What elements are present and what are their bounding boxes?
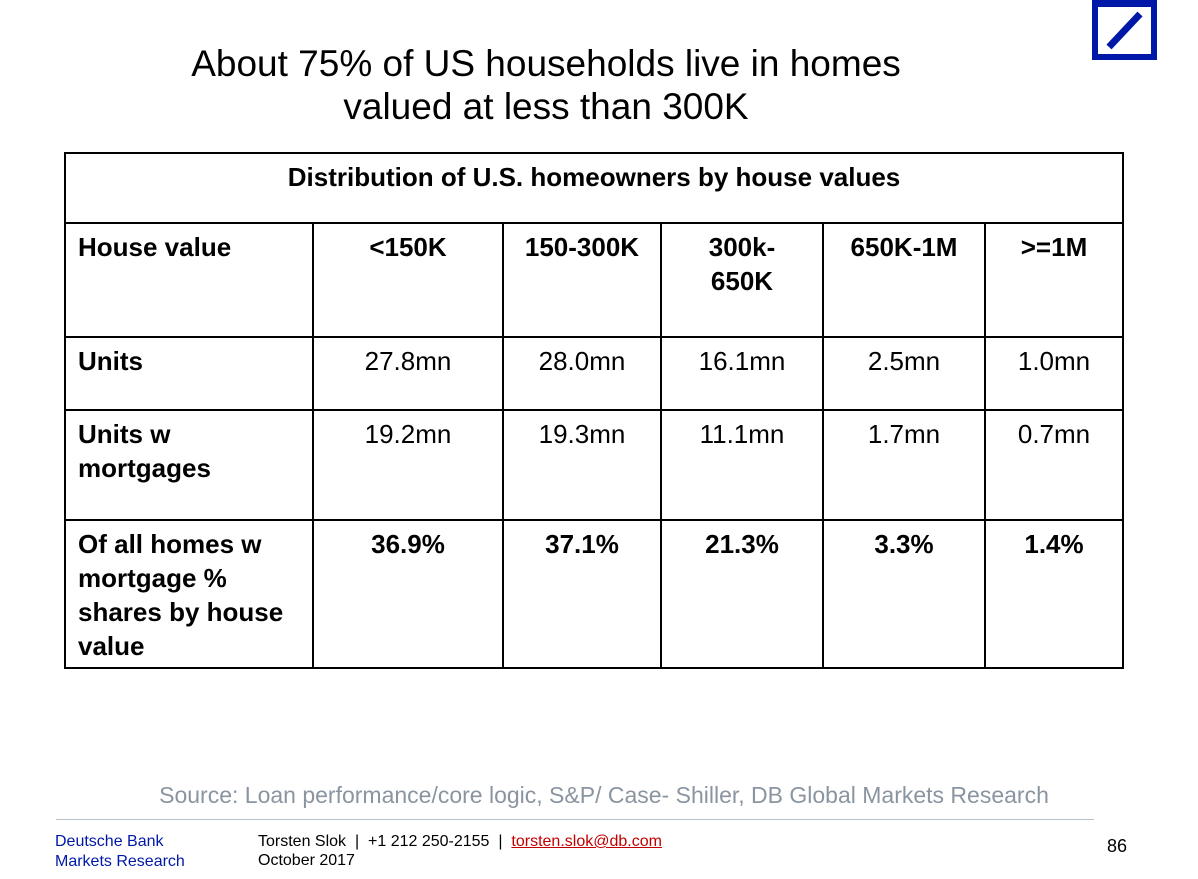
table-cell: 27.8mn: [312, 336, 504, 411]
footer-org-line2: Markets Research: [55, 853, 185, 870]
slide-title: About 75% of US households live in homes…: [140, 42, 952, 128]
table-caption: Distribution of U.S. homeowners by house…: [63, 152, 1125, 224]
footer-contact: Torsten Slok | +1 212 250-2155 | torsten…: [258, 832, 662, 870]
distribution-table: Distribution of U.S. homeowners by house…: [63, 152, 1125, 669]
col-header: 650K-1M: [822, 222, 986, 338]
row-label: Of all homes w mortgage % shares by hous…: [64, 519, 314, 669]
table-cell: 3.3%: [822, 519, 986, 669]
col-header: >=1M: [983, 222, 1125, 338]
table-row: Of all homes w mortgage % shares by hous…: [64, 519, 1125, 669]
footer-separator: |: [350, 833, 364, 850]
table-cell: 36.9%: [312, 519, 504, 669]
logo-slash-icon: [1106, 11, 1143, 50]
footer-email-link[interactable]: torsten.slok@db.com: [511, 833, 662, 850]
col-header: <150K: [312, 222, 504, 338]
table-row: Units w mortgages 19.2mn 19.3mn 11.1mn 1…: [64, 409, 1125, 521]
row-label: Units w mortgages: [64, 409, 314, 521]
deutsche-bank-logo: [1092, 0, 1157, 60]
table-cell: 1.4%: [983, 519, 1125, 669]
table-cell: 21.3%: [660, 519, 824, 669]
table-cell: 37.1%: [502, 519, 662, 669]
table-cell: 28.0mn: [502, 336, 662, 411]
footer-org-line1: Deutsche Bank: [55, 833, 164, 850]
row-label: Units: [64, 336, 314, 411]
footer-date: October 2017: [258, 852, 355, 869]
table-cell: 1.0mn: [983, 336, 1125, 411]
table-header-row: House value <150K 150-300K 300k-650K 650…: [64, 222, 1125, 338]
slide-title-line2: valued at less than 300K: [343, 86, 749, 127]
table-cell: 19.3mn: [502, 409, 662, 521]
footer-author: Torsten Slok: [258, 833, 347, 850]
page-number: 86: [1107, 836, 1128, 856]
table-cell: 1.7mn: [822, 409, 986, 521]
table-caption-row: Distribution of U.S. homeowners by house…: [63, 152, 1125, 224]
table-cell: 16.1mn: [660, 336, 824, 411]
source-note: Source: Loan performance/core logic, S&P…: [159, 782, 1049, 808]
col-header: 300k-650K: [660, 222, 824, 338]
table-row: Units 27.8mn 28.0mn 16.1mn 2.5mn 1.0mn: [64, 336, 1125, 411]
table-cell: 19.2mn: [312, 409, 504, 521]
footer-separator: |: [493, 833, 507, 850]
slide-title-line1: About 75% of US households live in homes: [191, 43, 901, 84]
table-cell: 11.1mn: [660, 409, 824, 521]
header-label: House value: [64, 222, 314, 338]
footer-org: Deutsche Bank Markets Research: [55, 832, 185, 872]
footer-divider: [56, 819, 1094, 820]
table-cell: 2.5mn: [822, 336, 986, 411]
footer-phone: +1 212 250-2155: [368, 833, 490, 850]
table-cell: 0.7mn: [983, 409, 1125, 521]
col-header: 150-300K: [502, 222, 662, 338]
